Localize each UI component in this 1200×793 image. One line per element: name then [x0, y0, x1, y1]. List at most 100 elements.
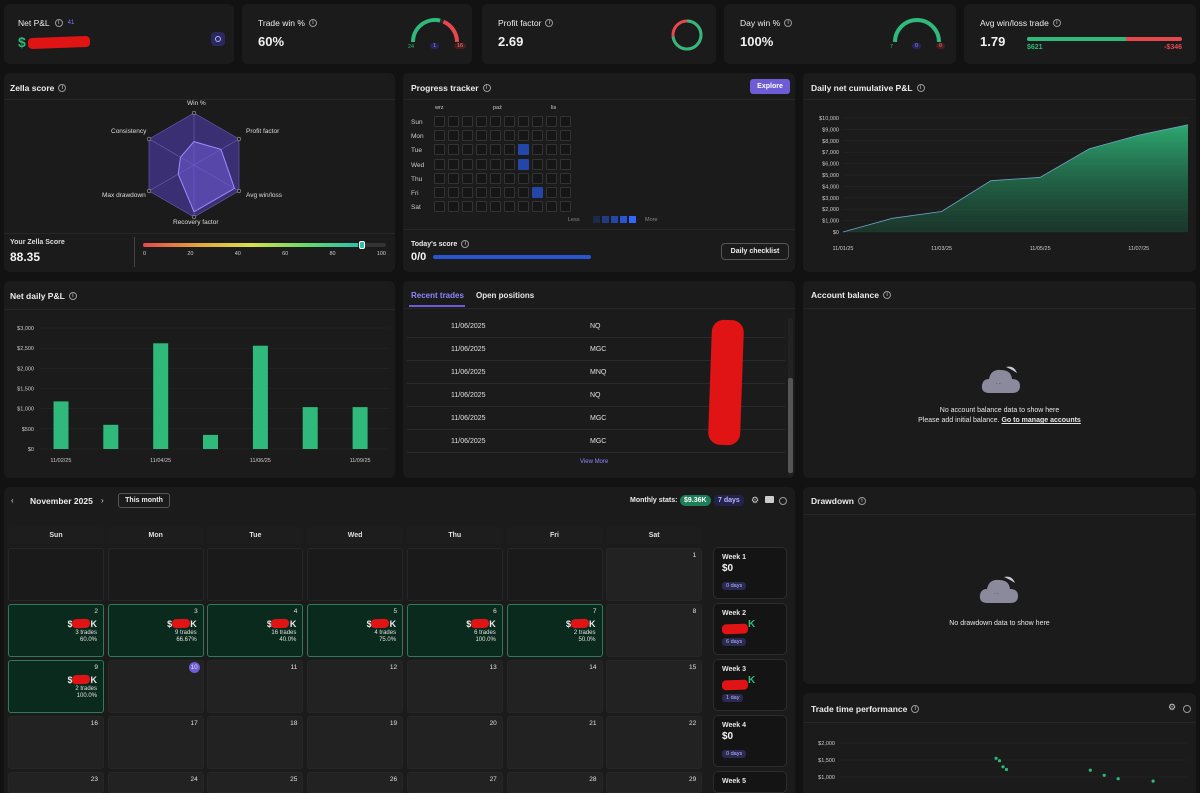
info-icon[interactable]: i [461, 240, 470, 248]
calendar-day-cell[interactable]: 1 [606, 548, 703, 601]
heatmap-cell[interactable] [476, 201, 487, 213]
calendar-day-cell-win[interactable]: 6 $ K 6 trades 100.0% [406, 604, 503, 657]
heatmap-cell[interactable] [504, 144, 515, 156]
calendar-day-cell[interactable]: 15 [606, 660, 703, 713]
calendar-day-cell[interactable]: 27 [406, 772, 503, 793]
info-icon[interactable]: i [545, 19, 554, 27]
bar[interactable] [203, 434, 218, 449]
calendar-day-cell[interactable]: 20 [406, 716, 503, 769]
heatmap-cell[interactable] [462, 130, 473, 142]
calendar-day-cell-win[interactable]: 5 $ K 4 trades 75.0% [307, 604, 404, 657]
scatter-point[interactable] [1001, 765, 1005, 769]
heatmap-cell[interactable] [546, 201, 557, 213]
heatmap-cell[interactable] [518, 172, 529, 184]
heatmap-cell[interactable] [532, 186, 543, 198]
view-more-link[interactable]: View More [580, 459, 609, 465]
info-icon[interactable] [779, 497, 787, 505]
calendar-day-cell[interactable]: 25 [207, 772, 304, 793]
info-icon[interactable]: i [911, 705, 920, 713]
calendar-day-cell[interactable]: 22 [606, 716, 703, 769]
heatmap-cell[interactable] [476, 172, 487, 184]
calendar-day-cell[interactable]: 24 [107, 772, 204, 793]
tab-recent-trades[interactable]: Recent trades [411, 291, 464, 300]
heatmap-cell[interactable] [546, 186, 557, 198]
heatmap-cell[interactable] [490, 186, 501, 198]
calendar-day-cell[interactable] [8, 548, 104, 601]
bar[interactable] [103, 424, 119, 449]
calendar-day-cell[interactable]: 29 [606, 772, 703, 793]
week-summary-5[interactable]: Week 5 [713, 771, 787, 793]
calendar-day-cell[interactable]: 23 [8, 772, 104, 793]
heatmap-cell[interactable] [448, 158, 459, 170]
week-summary-4[interactable]: Week 4 $0 0 days [713, 715, 787, 767]
heatmap-cell[interactable] [518, 201, 529, 213]
calendar-day-cell[interactable]: 18 [207, 716, 304, 769]
calendar-day-cell[interactable] [406, 548, 503, 601]
heatmap-cell[interactable] [532, 116, 543, 127]
info-icon[interactable]: i [482, 84, 491, 92]
trade-row[interactable]: 11/06/2025 MGC [407, 408, 785, 430]
explore-button[interactable]: Explore [750, 79, 790, 94]
bar[interactable] [53, 401, 69, 449]
heatmap-cell[interactable] [532, 172, 543, 184]
calendar-day-cell[interactable] [506, 548, 603, 601]
heatmap-cell[interactable] [490, 158, 501, 170]
heatmap-cell[interactable] [490, 130, 501, 142]
heatmap-cell[interactable] [560, 158, 571, 170]
manage-accounts-link[interactable]: Go to manage accounts [1001, 417, 1081, 424]
calendar-day-cell[interactable]: 12 [307, 660, 404, 713]
calendar-day-cell-win[interactable]: 9 $ K 2 trades 100.0% [8, 660, 104, 713]
heatmap-cell[interactable] [434, 158, 445, 170]
next-month-icon[interactable]: › [101, 496, 104, 505]
calendar-day-cell[interactable]: 21 [506, 716, 603, 769]
heatmap-cell[interactable] [532, 130, 543, 142]
heatmap-cell[interactable] [504, 116, 515, 127]
heatmap-cell[interactable] [504, 172, 515, 184]
heatmap-cell[interactable] [434, 144, 445, 156]
heatmap-cell[interactable] [504, 158, 515, 170]
trades-scrollbar[interactable] [788, 318, 793, 476]
scrollbar-thumb[interactable] [788, 378, 793, 473]
calendar-day-cell[interactable]: 13 [406, 660, 503, 713]
calendar-day-cell[interactable] [307, 548, 404, 601]
calendar-day-cell[interactable]: 8 [606, 604, 703, 657]
scatter-point[interactable] [1102, 773, 1106, 777]
heatmap-cell[interactable] [434, 130, 445, 142]
heatmap-cell[interactable] [546, 130, 557, 142]
heatmap-cell[interactable] [448, 116, 459, 127]
heatmap-cell[interactable] [504, 130, 515, 142]
settings-icon[interactable]: ⚙ [751, 495, 760, 505]
calendar-day-cell-win[interactable]: 2 $ K 3 trades 60.0% [8, 604, 104, 657]
heatmap-cell[interactable] [434, 186, 445, 198]
heatmap-cell[interactable] [490, 144, 501, 156]
heatmap-cell[interactable] [448, 130, 459, 142]
bar[interactable] [153, 343, 169, 449]
heatmap-cell[interactable] [462, 158, 473, 170]
calendar-day-cell[interactable]: 26 [307, 772, 404, 793]
heatmap-cell[interactable] [518, 116, 529, 127]
info-icon[interactable]: i [68, 292, 77, 300]
scatter-point[interactable] [1088, 768, 1092, 772]
heatmap-cell[interactable] [448, 144, 459, 156]
heatmap-cell[interactable] [448, 172, 459, 184]
calendar-day-cell[interactable] [207, 548, 304, 601]
trade-row[interactable]: 11/06/2025 NQ [407, 316, 785, 338]
prev-month-icon[interactable]: ‹ [11, 496, 14, 505]
trade-row[interactable]: 11/06/2025 MGC [407, 339, 785, 361]
info-icon[interactable]: i [308, 19, 317, 27]
heatmap-cell[interactable] [476, 186, 487, 198]
heatmap-cell[interactable] [462, 144, 473, 156]
bar[interactable] [252, 345, 268, 449]
info-icon[interactable]: i [784, 19, 793, 27]
camera-icon[interactable] [765, 496, 774, 503]
heatmap-cell[interactable] [490, 116, 501, 127]
heatmap-cell[interactable] [560, 144, 571, 156]
settings-icon[interactable]: ⚙ [1168, 702, 1177, 712]
calendar-day-cell[interactable]: 14 [506, 660, 603, 713]
toggle-view-button[interactable] [211, 32, 225, 46]
heatmap-cell[interactable] [504, 201, 515, 213]
calendar-day-cell[interactable]: 19 [307, 716, 404, 769]
heatmap-cell[interactable] [532, 144, 543, 156]
calendar-day-cell[interactable]: 17 [107, 716, 204, 769]
